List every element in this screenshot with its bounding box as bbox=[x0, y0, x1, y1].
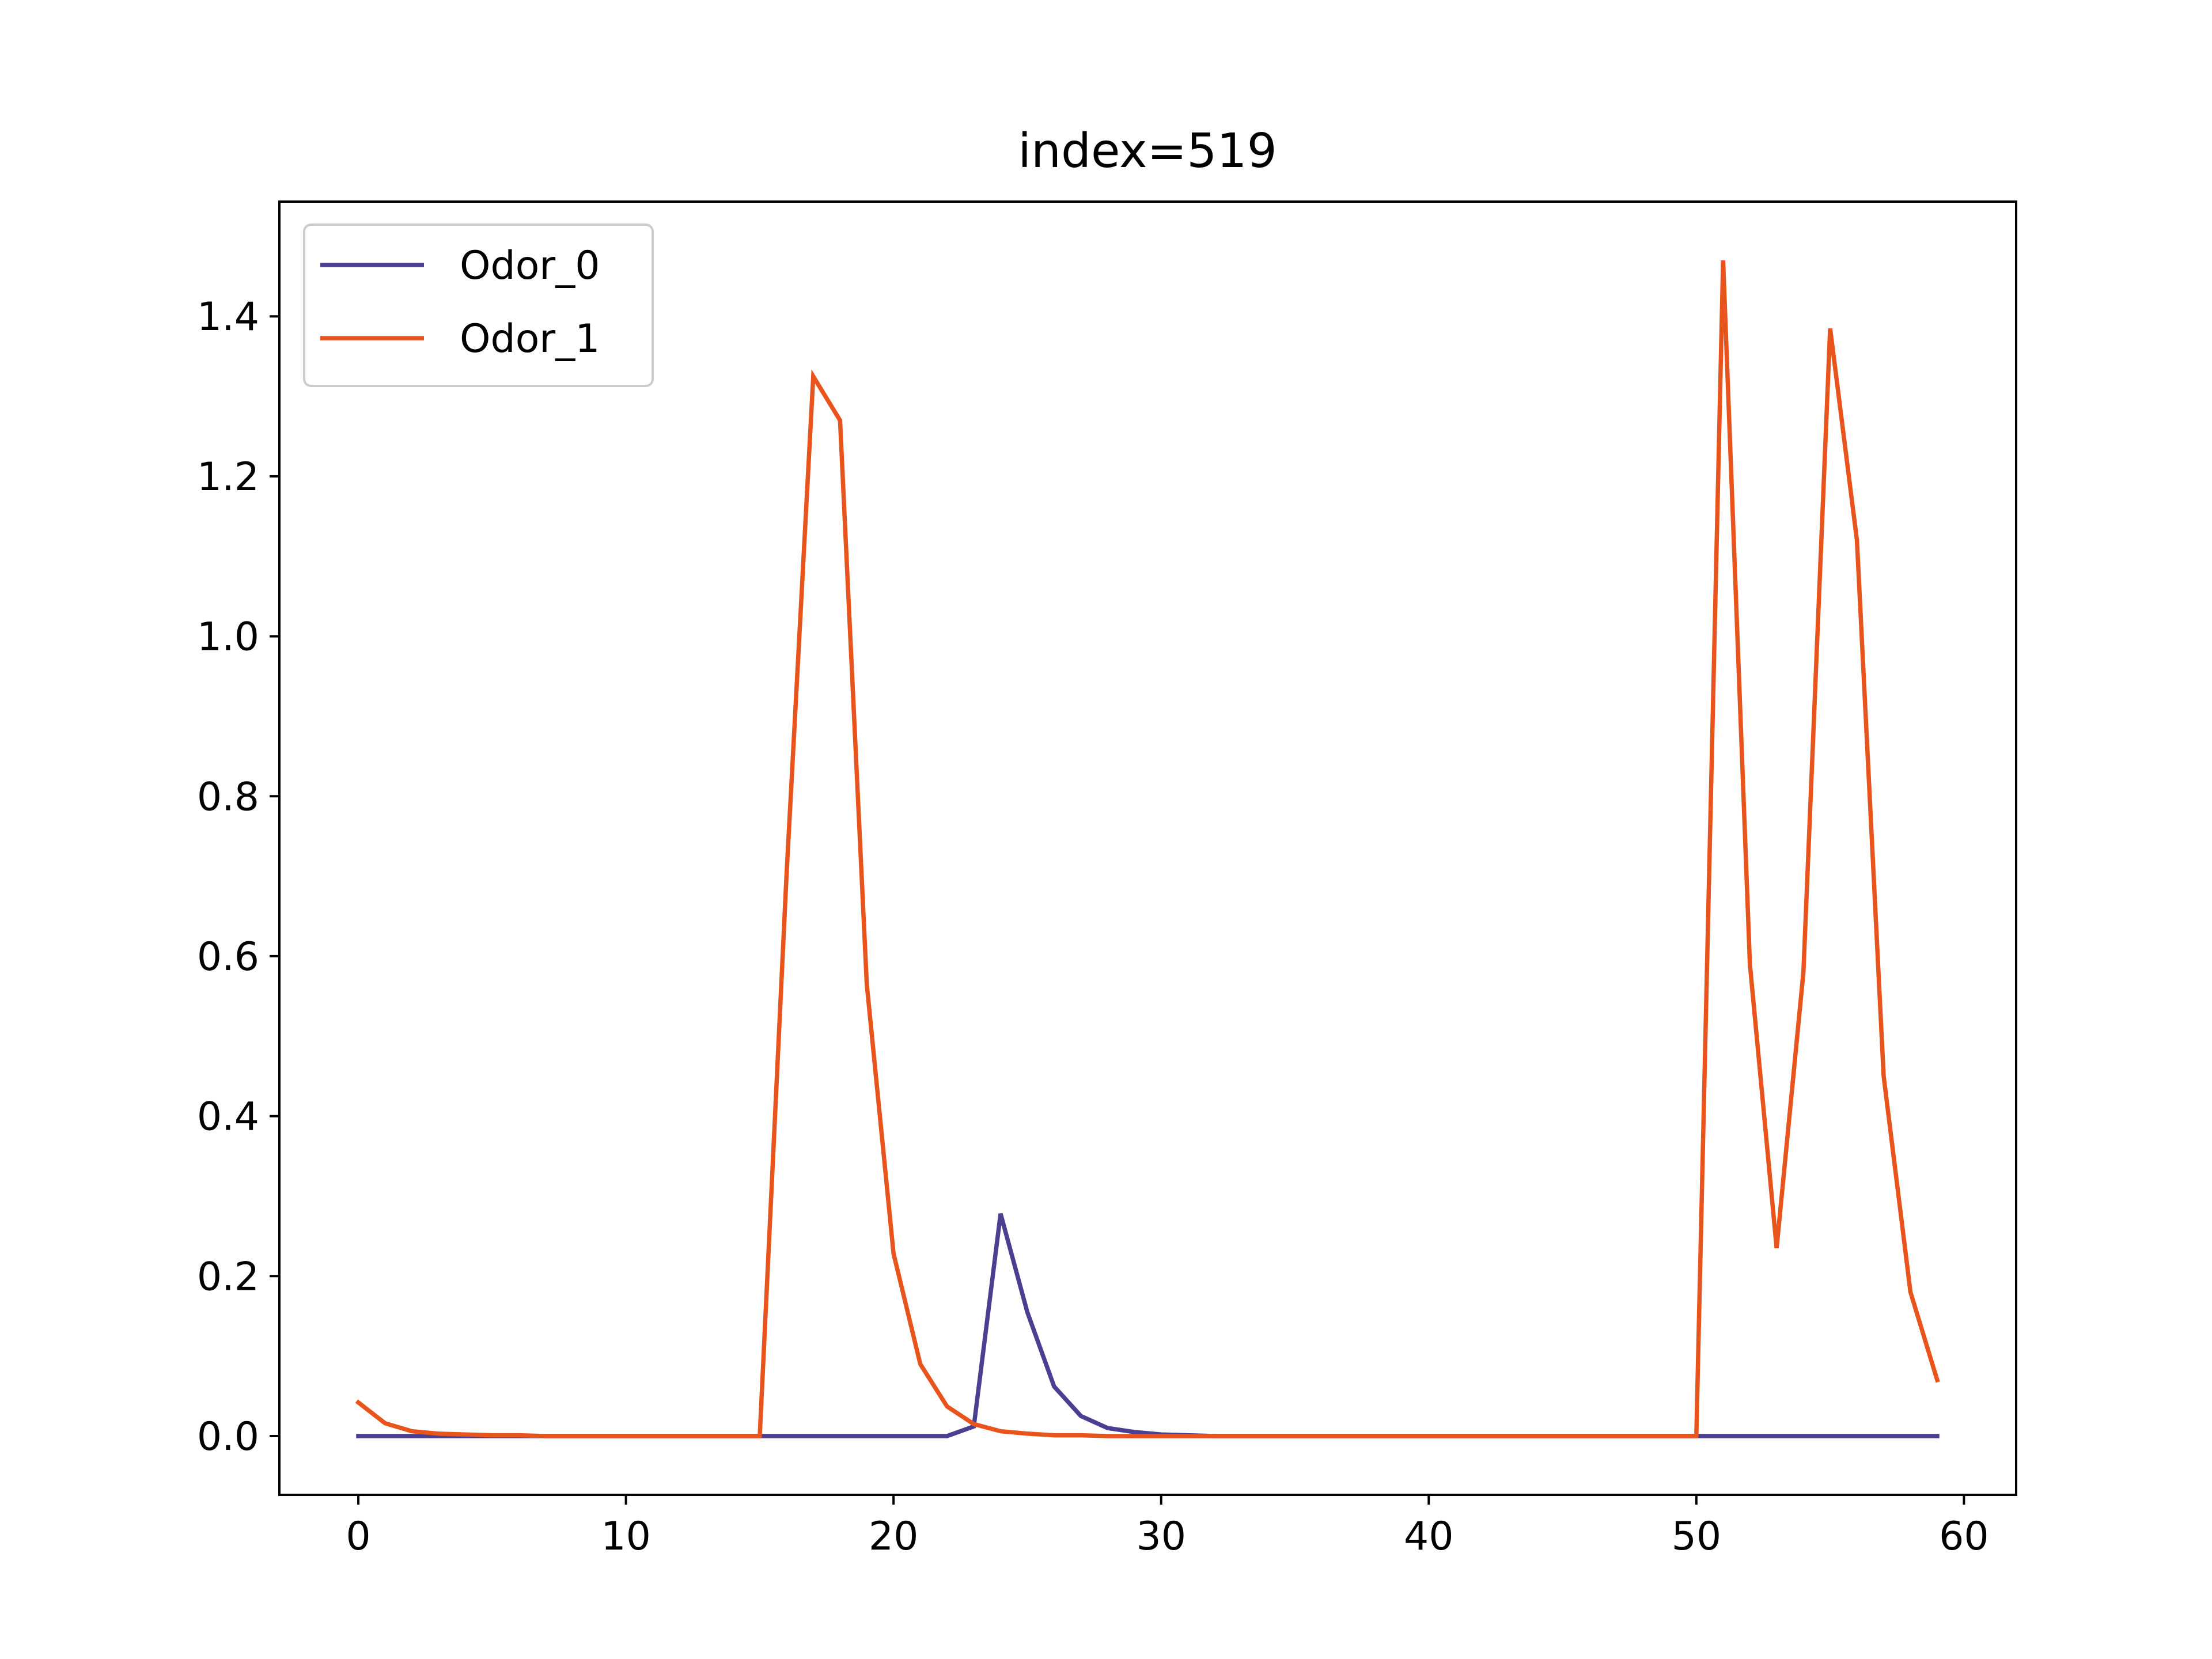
y-tick-label: 1.4 bbox=[197, 294, 259, 340]
y-tick-label: 1.0 bbox=[197, 615, 259, 660]
y-tick-label: 0.0 bbox=[197, 1414, 259, 1460]
series-layer bbox=[355, 260, 1940, 1438]
x-tick-label: 20 bbox=[869, 1514, 919, 1559]
y-tick-label: 0.2 bbox=[197, 1254, 259, 1300]
y-axis: 0.0 0.2 0.4 0.6 0.8 1.0 1.2 1.4 bbox=[197, 294, 279, 1460]
x-tick-label: 40 bbox=[1404, 1514, 1454, 1559]
legend: Odor_0 Odor_1 bbox=[303, 224, 654, 387]
y-tick-label: 0.6 bbox=[197, 934, 259, 980]
x-axis: 0 10 20 30 40 50 60 bbox=[346, 1495, 1989, 1559]
x-tick-label: 50 bbox=[1672, 1514, 1722, 1559]
y-tick-label: 1.2 bbox=[197, 454, 259, 500]
series-line-odor-1 bbox=[355, 260, 1940, 1438]
x-tick-label: 60 bbox=[1939, 1514, 1989, 1559]
legend-label: Odor_0 bbox=[460, 243, 600, 289]
y-tick-label: 0.8 bbox=[197, 774, 259, 820]
axes-frame bbox=[278, 200, 2017, 1496]
plot-area bbox=[279, 202, 2016, 1495]
axes-background bbox=[279, 202, 2016, 1495]
x-tick-label: 30 bbox=[1136, 1514, 1186, 1559]
y-tick-label: 0.4 bbox=[197, 1094, 259, 1140]
chart-title: index=519 bbox=[1018, 124, 1277, 179]
x-tick-label: 0 bbox=[346, 1514, 370, 1559]
x-tick-label: 10 bbox=[601, 1514, 651, 1559]
legend-label: Odor_1 bbox=[460, 316, 600, 362]
